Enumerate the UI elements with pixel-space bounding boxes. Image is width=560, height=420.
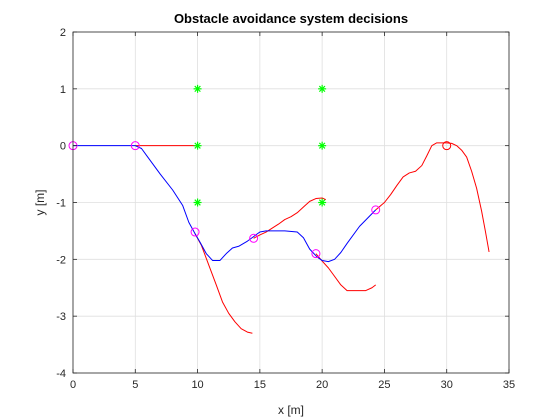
obstacle-marker — [318, 198, 327, 207]
candidate-paths — [135, 142, 490, 334]
obstacle-marker — [193, 141, 202, 150]
candidate-path-line — [375, 142, 490, 253]
y-tick-label: -4 — [56, 368, 66, 380]
obstacle-marker-stroke — [194, 85, 201, 93]
executed-path-line — [73, 145, 377, 263]
x-tick-label: 30 — [441, 379, 453, 391]
obstacle-marker — [318, 84, 327, 93]
y-tick-label: 0 — [60, 141, 66, 153]
obstacle-marker — [193, 84, 202, 93]
obstacle-marker-stroke — [318, 85, 326, 93]
candidate-path-line — [194, 233, 253, 334]
obstacle-marker-stroke — [194, 199, 201, 206]
obstacle-marker-stroke — [318, 142, 326, 149]
candidate-path-line — [315, 253, 377, 292]
goal-marker — [442, 141, 452, 151]
decision-points — [68, 141, 452, 259]
obstacles — [193, 84, 327, 207]
candidate-path-line — [253, 197, 327, 239]
y-tick-label: -1 — [56, 198, 66, 210]
obstacle-marker-stroke — [194, 142, 201, 149]
obstacle-marker — [193, 198, 202, 207]
decision-point-marker — [249, 233, 259, 243]
obstacle-marker — [318, 141, 327, 150]
obstacle-marker-stroke — [318, 199, 326, 206]
decision-point-marker — [190, 227, 200, 237]
x-tick-label: 35 — [503, 379, 515, 391]
y-tick-label: 2 — [60, 27, 66, 39]
y-axis-label: y [m] — [33, 190, 47, 216]
x-axis-label: x [m] — [278, 403, 304, 417]
decision-point-marker — [311, 249, 321, 259]
decision-point-marker — [130, 141, 140, 151]
ticks: 0 5 10 15 20 25 30 35 -4 -3 -2 -1 0 1 2 — [56, 27, 515, 391]
x-tick-label: 25 — [378, 379, 390, 391]
x-tick-label: 10 — [191, 379, 203, 391]
x-tick-label: 0 — [70, 379, 76, 391]
y-tick-label: -2 — [56, 254, 66, 266]
y-tick-label: -3 — [56, 311, 66, 323]
decision-point-marker — [371, 205, 381, 215]
y-tick-label: 1 — [60, 84, 66, 96]
x-tick-label: 15 — [254, 379, 266, 391]
x-tick-label: 20 — [316, 379, 328, 391]
chart-title: Obstacle avoidance system decisions — [174, 11, 408, 26]
executed-path — [73, 145, 377, 263]
x-tick-label: 5 — [132, 379, 138, 391]
